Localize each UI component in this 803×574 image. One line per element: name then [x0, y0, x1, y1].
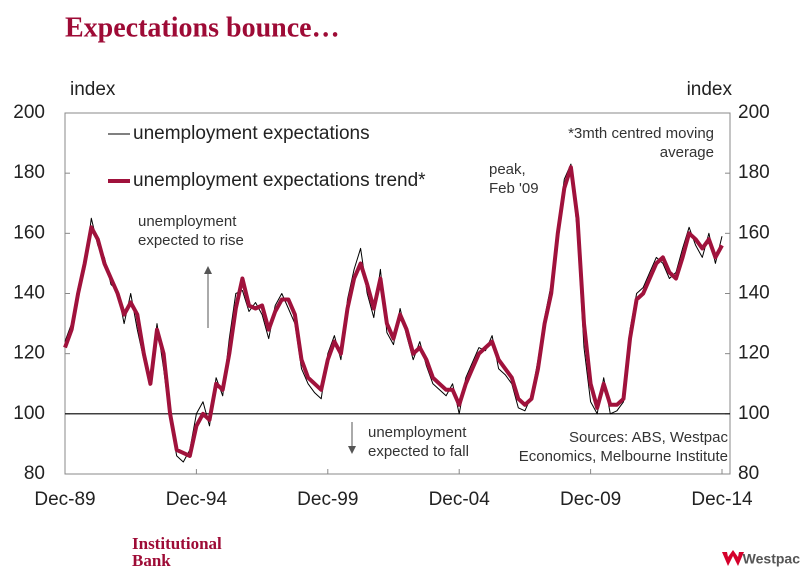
legend-label: unemployment expectations — [133, 123, 370, 144]
annotation: *3mth centred moving — [568, 125, 714, 142]
y-tick-label: 180 — [13, 162, 45, 183]
annotation: average — [660, 144, 714, 161]
chart-title: Expectations bounce… — [65, 12, 340, 43]
y-tick-label: 120 — [13, 343, 45, 364]
annotation: unemployment — [138, 213, 237, 230]
series-line — [63, 165, 724, 458]
annotation: unemployment — [368, 424, 467, 441]
right-logo-mark — [722, 550, 744, 566]
y-tick-label: 80 — [24, 463, 45, 484]
annotation: Economics, Melbourne Institute — [519, 448, 728, 465]
y2-tick-label: 140 — [738, 283, 770, 304]
arrow-down-head — [348, 446, 356, 454]
left-logo-line: Institutional — [132, 534, 222, 553]
y2-tick-label: 160 — [738, 222, 770, 243]
legend-label: unemployment expectations trend* — [133, 170, 426, 191]
y-tick-label: 140 — [13, 283, 45, 304]
y2-axis-label: index — [687, 79, 733, 100]
annotation: peak, — [489, 161, 526, 178]
x-tick-label: Dec-14 — [691, 489, 753, 510]
annotation: expected to fall — [368, 443, 469, 460]
y-tick-label: 100 — [13, 403, 45, 424]
x-tick-label: Dec-09 — [560, 489, 621, 510]
right-logo: Westpac — [743, 551, 801, 567]
y-tick-label: 200 — [13, 102, 45, 123]
series-line — [64, 163, 723, 463]
x-tick-label: Dec-99 — [297, 489, 358, 510]
y2-tick-label: 120 — [738, 343, 770, 364]
x-tick-label: Dec-89 — [34, 489, 95, 510]
plot-frame — [64, 112, 731, 475]
y2-tick-label: 200 — [738, 102, 770, 123]
annotation: Sources: ABS, Westpac — [569, 429, 728, 446]
y-axis-label: index — [70, 79, 116, 100]
arrow-up-head — [204, 266, 212, 274]
x-tick-label: Dec-94 — [166, 489, 228, 510]
y-tick-label: 160 — [13, 222, 45, 243]
annotation: expected to rise — [138, 232, 244, 249]
y2-tick-label: 80 — [738, 463, 759, 484]
y2-tick-label: 100 — [738, 403, 770, 424]
annotation: Feb '09 — [489, 180, 539, 197]
y2-tick-label: 180 — [738, 162, 770, 183]
left-logo-line: Bank — [132, 551, 171, 570]
x-tick-label: Dec-04 — [429, 489, 491, 510]
